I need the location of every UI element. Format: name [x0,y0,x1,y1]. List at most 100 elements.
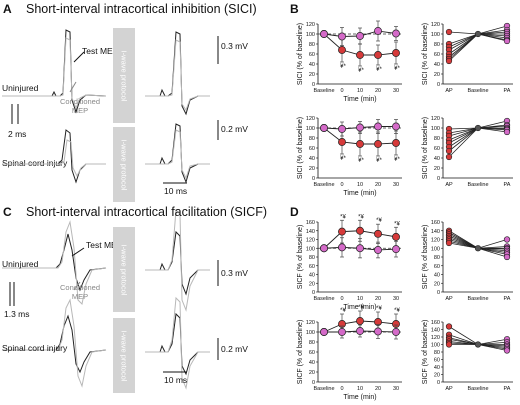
significance-marker: ¥* [376,67,382,73]
data-point [374,246,382,254]
y-tick-label: 20 [309,281,315,287]
y-tick-label: 140 [431,229,440,235]
data-point [338,328,346,336]
chart-D-bottom [316,310,402,383]
data-point [356,327,364,335]
y-tick-label: 20 [309,72,315,78]
data-point [338,125,346,133]
data-point [338,32,346,41]
data-point [392,139,400,147]
y-axis-label: SICI (% of baseline) [422,23,429,85]
test-mep-label-a: Test MEP [82,46,119,56]
y-tick-label: 100 [431,246,440,252]
chart-B-bottom-individual [441,117,513,179]
x-tick-label: 0 [340,296,343,302]
y-tick-label: 80 [434,136,440,142]
y-tick-label: 60 [309,52,315,58]
label-sci-a: Spinal cord injury [2,158,68,168]
ap-point [445,239,453,247]
y-tick-label: 20 [434,72,440,78]
significance-marker: ¥* [394,66,400,72]
significance-marker: *¥ [358,214,364,220]
y-tick-label: 140 [431,328,440,334]
iwave-protocol-box-c2: I-wave protocol [113,318,135,393]
y-axis-label: SICI (% of baseline) [422,117,429,179]
data-point [356,51,364,59]
trace-a-uninjured-right [145,31,219,116]
x-tick-label: 10 [357,296,363,302]
x-tick-label: 30 [393,296,399,302]
y-tick-label: 100 [431,32,440,38]
x-axis-label: Time (min) [343,304,376,311]
y-axis-label: SICF (% of baseline) [422,320,429,385]
y-tick-label: 40 [309,156,315,162]
x-axis-label: Time (min) [343,394,376,401]
data-point [320,244,328,253]
chart-B-top [316,20,402,85]
panel-a-title: Short-interval intracortical inhibition … [26,2,257,16]
data-point [320,30,328,38]
x-tick-label: 0 [340,386,343,392]
data-point [374,27,382,35]
y-axis-label: SICF (% of baseline) [297,320,304,385]
y-tick-label: 80 [309,340,315,346]
y-axis-label: SICF (% of baseline) [297,225,304,290]
y-tick-label: 40 [309,273,315,279]
y-tick-label: 100 [306,126,315,132]
data-point [374,122,382,131]
x-tick-label: 10 [357,386,363,392]
x-tick-label: PA [504,88,511,94]
y-tick-label: 0 [437,176,440,182]
isi-label-c: 1.3 ms [4,309,30,319]
trace-c-sci-right [145,296,219,390]
chart-D-top [316,219,402,293]
conditioned-mep-label-c: Conditioned MEP [59,283,101,301]
y-tick-label: 60 [434,358,440,364]
data-point [338,243,346,252]
significance-marker: ¥* [358,158,364,164]
scale-label-c-bottom: 0.2 mV [221,344,248,354]
ap-point [445,323,453,330]
ap-point [445,28,453,36]
iwave-protocol-box-a2: I-wave protocol [113,127,135,202]
panel-letter-b: B [290,2,299,16]
y-tick-label: 60 [309,264,315,270]
baseline-point [474,30,482,38]
y-tick-label: 160 [431,320,440,326]
y-tick-label: 40 [434,273,440,279]
x-tick-label: 0 [340,88,343,94]
trace-a-uninjured-left [2,29,107,124]
pa-point [503,347,511,354]
y-tick-label: 60 [309,146,315,152]
y-tick-label: 40 [309,360,315,366]
significance-marker: ¥* [376,158,382,164]
data-point [320,124,328,132]
time-scale-label-a: 10 ms [164,186,188,196]
data-point [356,123,364,132]
y-tick-label: 80 [309,42,315,48]
label-sci-c: Spinal cord injury [2,343,68,353]
y-tick-label: 40 [434,365,440,371]
y-tick-label: 120 [431,116,440,122]
data-point [392,49,400,57]
y-tick-label: 100 [306,246,315,252]
y-tick-label: 120 [431,238,440,244]
y-tick-label: 120 [306,320,315,326]
data-point [356,32,364,40]
y-tick-label: 140 [306,229,315,235]
time-scale-label-c: 10 ms [164,375,188,385]
significance-marker: *¥ [376,218,382,224]
y-tick-label: 100 [306,32,315,38]
significance-marker: ¥* [340,156,346,162]
chart-B-top-individual [441,22,513,85]
data-point [356,226,364,235]
subject-line [448,33,508,60]
significance-marker: ¥* [340,64,346,70]
x-tick-label: 30 [393,386,399,392]
ap-point [445,147,453,155]
y-tick-label: 0 [312,176,315,182]
data-point [374,229,382,238]
y-tick-label: 160 [306,220,315,226]
y-tick-label: 0 [312,380,315,386]
data-point [392,29,400,38]
